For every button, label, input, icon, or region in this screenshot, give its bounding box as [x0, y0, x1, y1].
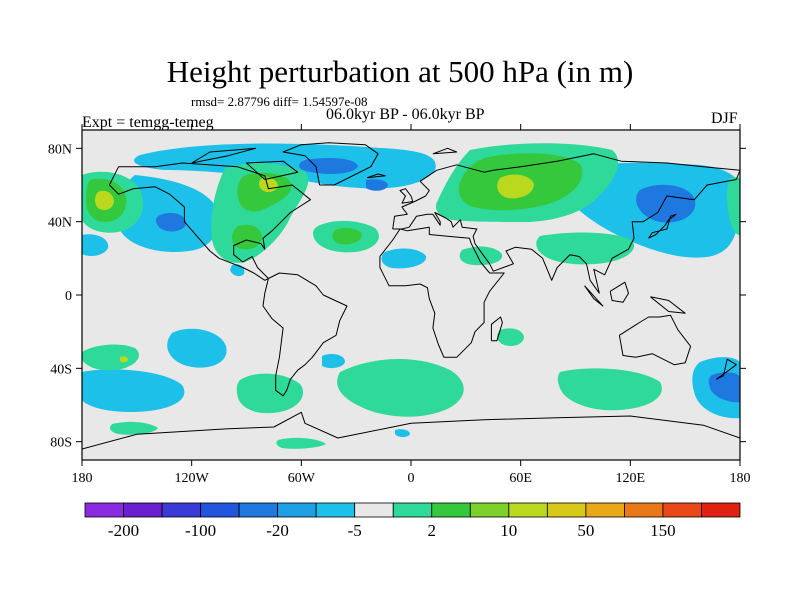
colorbar-label: -5 — [348, 521, 362, 540]
colorbar-label: -200 — [108, 521, 139, 540]
colorbar-label: 10 — [500, 521, 517, 540]
colorbar-swatch — [546, 502, 587, 518]
lon-tick-label: 180 — [730, 471, 751, 486]
colorbar-swatch — [469, 502, 510, 518]
coast-japan — [648, 213, 677, 239]
colorbar-label: 150 — [650, 521, 676, 540]
colorbar-label: 2 — [428, 521, 437, 540]
colorbar-label: 50 — [577, 521, 594, 540]
colorbar-swatch — [315, 502, 356, 518]
coast-uk — [399, 188, 414, 204]
coast-arctic-islands — [191, 147, 257, 164]
colorbar-swatch — [508, 502, 548, 518]
lon-tick-label: 120E — [616, 471, 646, 486]
coast-borneo — [609, 281, 629, 303]
coast-south-america — [262, 272, 348, 397]
season-label: DJF — [711, 110, 738, 127]
colorbar: -200 -100 -20 -5 2 10 50 150 — [84, 502, 741, 540]
stats-line: rmsd= 2.87796 diff= 1.54597e-08 — [191, 94, 368, 109]
colorbar-swatch — [585, 502, 625, 518]
coast-eurasia — [392, 153, 740, 294]
colorbar-swatch — [277, 502, 317, 518]
negative-medium-regions — [155, 158, 740, 403]
colorbar-swatch — [431, 502, 471, 518]
lon-tick-label: 120W — [175, 471, 210, 486]
contour-fill-layer — [82, 143, 740, 449]
colorbar-swatch — [701, 502, 741, 518]
colorbar-swatch — [354, 502, 394, 518]
coast-australia — [618, 314, 692, 366]
coast-iceland — [366, 173, 386, 179]
lon-tick-label: 0 — [408, 471, 415, 486]
coast-greenland — [282, 142, 379, 186]
plot-title: Height perturbation at 500 hPa (in m) — [166, 54, 634, 89]
colorbar-swatch — [84, 502, 124, 518]
lat-tick-label: 40S — [50, 362, 72, 377]
axes-layer: 80N 40N 0 40S 80S 180 120W 60W 0 60E 120E 180 — [48, 124, 751, 486]
experiment-label: Expt = temgg-temeg — [82, 114, 214, 131]
coast-antarctica — [82, 411, 740, 450]
colorbar-swatch — [123, 502, 163, 518]
coast-africa — [379, 226, 505, 358]
coast-north-america — [108, 162, 311, 281]
colorbar-label: -20 — [266, 521, 289, 540]
lat-tick-label: 80N — [48, 142, 72, 157]
lat-tick-label: 40N — [48, 216, 72, 231]
colorbar-label: -100 — [185, 521, 216, 540]
coast-indonesia — [584, 285, 604, 307]
coast-new-guinea — [650, 296, 686, 314]
colorbar-swatch — [200, 502, 240, 518]
coastline-layer — [82, 142, 740, 450]
colorbar-swatch — [161, 502, 201, 518]
lon-tick-label: 60W — [288, 471, 316, 486]
colorbar-swatch — [392, 502, 433, 518]
coast-new-zealand — [715, 358, 737, 380]
positive-strong-regions — [95, 174, 534, 363]
coast-baffin — [246, 160, 299, 180]
colorbar-swatch — [238, 502, 279, 518]
lat-tick-label: 0 — [65, 289, 72, 304]
colorbar-swatch — [662, 502, 702, 518]
colorbar-swatch — [624, 502, 664, 518]
coast-madagascar — [490, 316, 503, 342]
lon-tick-label: 180 — [72, 471, 93, 486]
lat-tick-label: 80S — [50, 436, 72, 451]
lon-tick-label: 60E — [509, 471, 532, 486]
coast-svalbard — [432, 147, 458, 155]
period-label: 06.0kyr BP - 06.0kyr BP — [326, 106, 485, 123]
